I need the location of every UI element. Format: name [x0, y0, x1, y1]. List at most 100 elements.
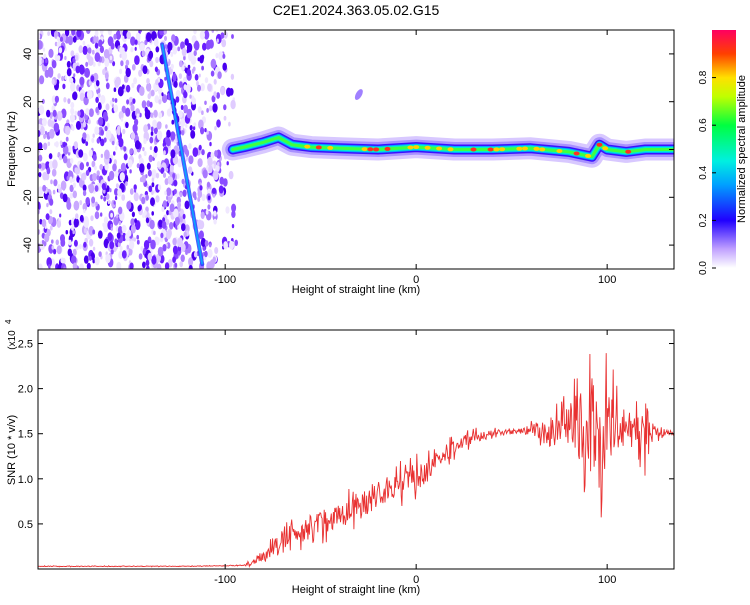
- noise-cell: [164, 178, 169, 186]
- noise-cell: [121, 84, 125, 90]
- hot-spot: [367, 147, 374, 152]
- noise-cell: [56, 220, 62, 228]
- noise-cell: [154, 66, 158, 73]
- noise-cell: [176, 173, 180, 180]
- noise-cell: [57, 73, 61, 79]
- noise-cell: [113, 33, 117, 40]
- noise-cell: [188, 143, 192, 150]
- noise-cell: [94, 211, 100, 220]
- noise-cell: [213, 78, 217, 85]
- noise-cell: [78, 243, 82, 250]
- colorbar-tick-label: 0.4: [698, 165, 709, 179]
- noise-cell: [125, 181, 128, 186]
- noise-cell: [183, 76, 187, 84]
- noise-cell: [52, 189, 56, 195]
- noise-cell: [38, 186, 44, 196]
- noise-cell: [177, 237, 183, 248]
- noise-cell: [225, 206, 230, 214]
- noise-cell: [131, 211, 135, 218]
- noise-cell: [125, 121, 129, 129]
- noise-cell: [201, 149, 205, 156]
- noise-cell: [96, 170, 100, 177]
- noise-cell: [67, 35, 74, 46]
- noise-cell: [129, 262, 134, 269]
- noise-cell: [83, 241, 87, 248]
- noise-cell: [145, 217, 150, 224]
- noise-cell: [133, 77, 138, 85]
- noise-cell: [102, 68, 106, 76]
- noise-cell: [47, 31, 50, 36]
- noise-cell: [79, 162, 85, 171]
- noise-cell: [126, 31, 131, 40]
- noise-cell: [153, 38, 159, 47]
- noise-cell: [226, 87, 232, 97]
- noise-cell: [91, 49, 95, 55]
- noise-cell: [116, 141, 119, 146]
- noise-cell: [155, 46, 160, 53]
- noise-cell: [119, 53, 122, 58]
- noise-cell: [162, 142, 165, 147]
- noise-cell: [97, 92, 101, 98]
- noise-cell: [101, 183, 106, 191]
- noise-cell: [180, 105, 184, 110]
- noise-cell: [149, 136, 154, 144]
- noise-cell: [172, 173, 176, 179]
- noise-cell: [97, 103, 102, 110]
- noise-cell: [98, 39, 103, 47]
- noise-cell: [179, 261, 183, 268]
- hot-spot: [596, 142, 603, 147]
- noise-cell: [126, 201, 132, 210]
- noise-cell: [177, 46, 181, 52]
- colorbar-tick-label: 0.8: [698, 70, 709, 84]
- noise-cell: [149, 60, 154, 68]
- y-tick-label: 2.5: [18, 339, 33, 351]
- noise-cell: [138, 69, 143, 77]
- noise-cell: [118, 220, 122, 226]
- noise-cell: [96, 175, 100, 181]
- noise-cell: [38, 40, 43, 50]
- noise-cell: [126, 99, 130, 105]
- noise-cell: [134, 218, 138, 224]
- noise-cell: [92, 246, 96, 251]
- noise-cell: [181, 130, 185, 136]
- noise-cell: [71, 125, 75, 132]
- noise-cell: [86, 161, 89, 167]
- noise-cell: [70, 107, 75, 115]
- noise-cell: [70, 114, 75, 123]
- hot-spot: [327, 145, 334, 150]
- noise-cell: [60, 257, 64, 264]
- noise-cell: [79, 214, 84, 223]
- noise-cell: [197, 106, 202, 114]
- noise-cell: [171, 119, 175, 125]
- noise-cell: [197, 196, 201, 202]
- noise-cell: [153, 146, 158, 153]
- noise-cell: [54, 41, 58, 47]
- y-tick-label: 2.0: [18, 384, 33, 396]
- noise-cell: [166, 187, 172, 196]
- noise-cell: [132, 123, 138, 133]
- noise-cell: [216, 38, 219, 43]
- noise-cell: [82, 45, 88, 56]
- noise-cell: [91, 196, 96, 204]
- chart-title: C2E1.2024.363.05.02.G15: [273, 2, 440, 18]
- noise-cell: [172, 245, 178, 255]
- noise-cell: [192, 126, 196, 131]
- noise-cell: [83, 95, 89, 106]
- noise-cell: [221, 39, 227, 48]
- noise-cell: [121, 35, 125, 41]
- noise-cell: [231, 34, 234, 39]
- noise-cell: [151, 177, 155, 183]
- noise-cell: [192, 191, 197, 199]
- noise-cell: [43, 53, 47, 59]
- noise-cell: [92, 229, 96, 235]
- noise-cell: [70, 50, 75, 57]
- noise-cell: [220, 32, 225, 39]
- noise-cell: [193, 122, 197, 128]
- noise-cell: [137, 35, 141, 42]
- noise-cell: [165, 167, 169, 172]
- noise-cell: [213, 218, 217, 225]
- noise-cell: [215, 52, 219, 59]
- noise-cell: [88, 108, 94, 117]
- noise-cell: [201, 65, 205, 71]
- noise-cell: [72, 145, 75, 150]
